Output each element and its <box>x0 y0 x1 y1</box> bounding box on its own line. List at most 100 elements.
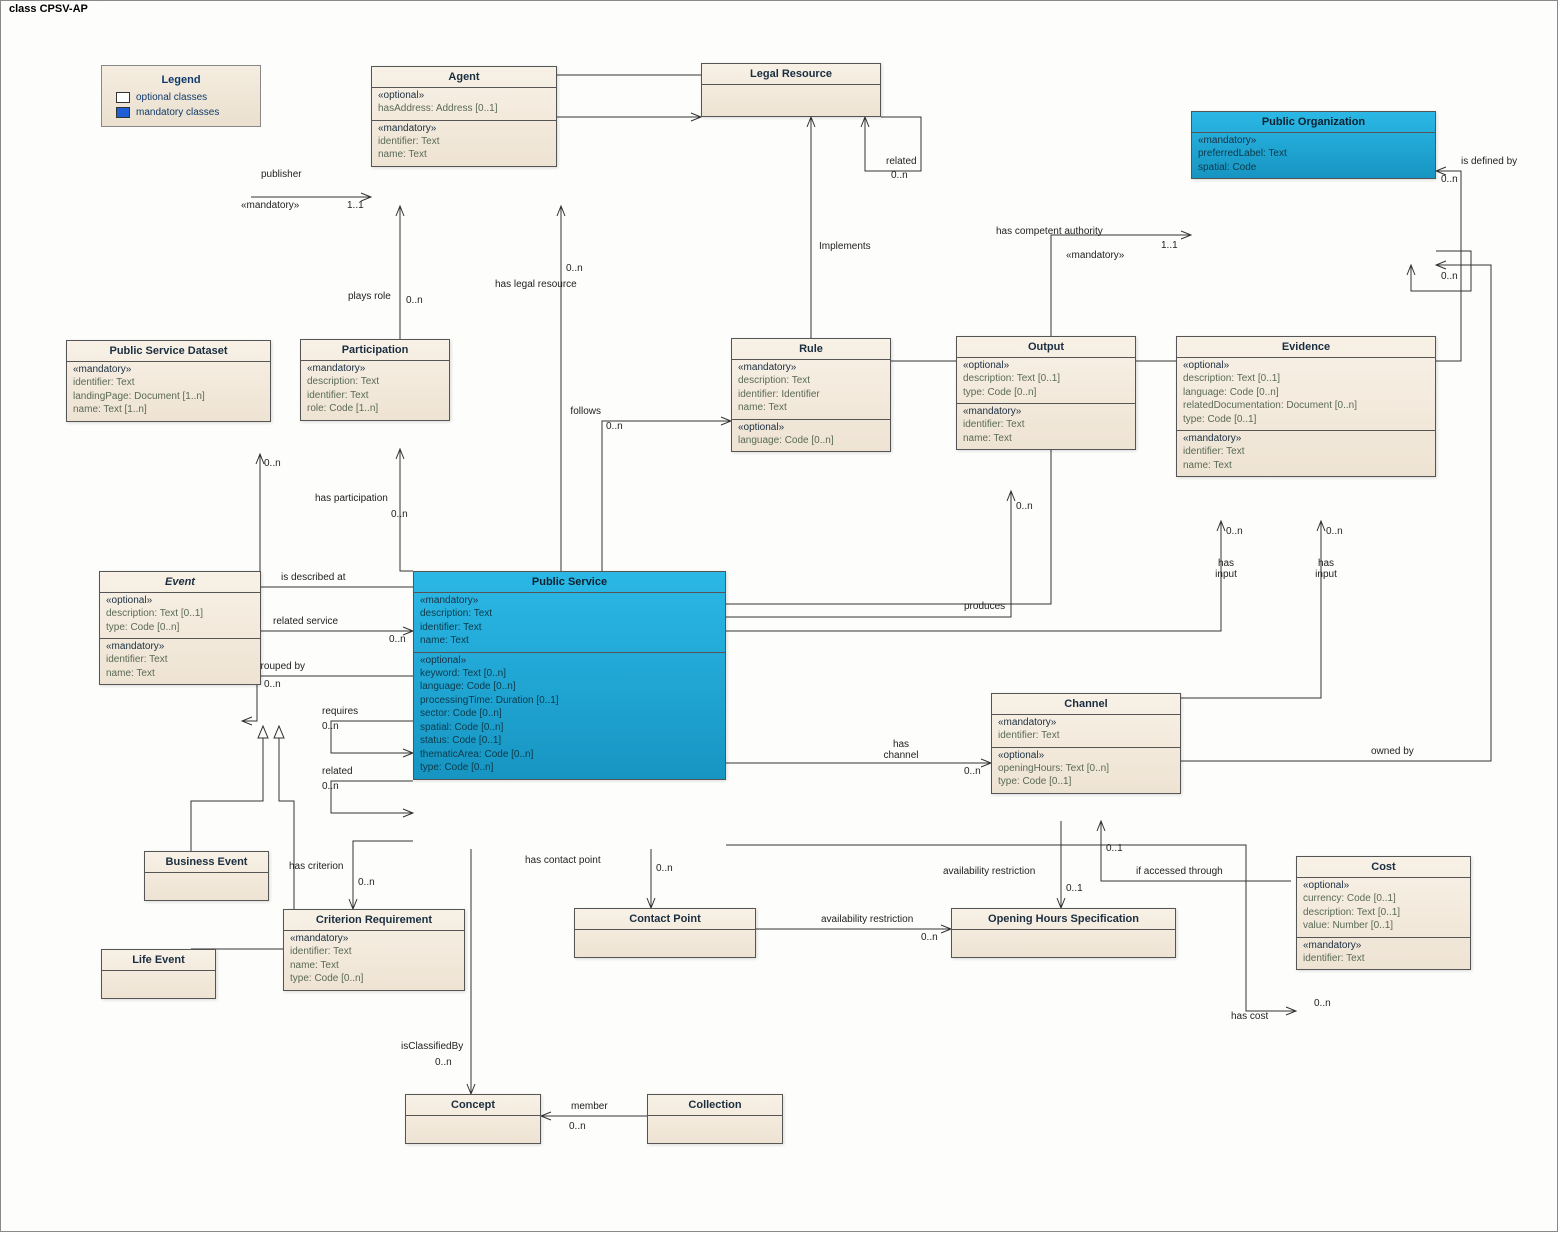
class-section: «mandatory» description: Text identifier… <box>732 360 890 420</box>
class-public-organization: Public Organization «mandatory» preferre… <box>1191 111 1436 179</box>
edge-label: has legal resource <box>495 279 577 290</box>
class-title: Participation <box>301 340 449 361</box>
edge-label: produces <box>964 601 1005 612</box>
edge-label: availability restriction <box>943 866 1035 877</box>
legend: Legend optional classes mandatory classe… <box>101 65 261 127</box>
class-evidence: Evidence «optional» description: Text [0… <box>1176 336 1436 477</box>
edge-card: 0..n <box>358 877 375 888</box>
class-collection: Collection <box>647 1094 783 1144</box>
edge-card: 0..n <box>1326 526 1343 537</box>
class-section: «mandatory» description: Text identifier… <box>301 361 449 420</box>
class-attr: identifier: Text <box>998 729 1174 743</box>
class-title: Opening Hours Specification <box>952 909 1175 930</box>
stereotype: «optional» <box>1183 360 1429 371</box>
class-attr: language: Code [0..n] <box>1183 386 1429 400</box>
edge-card: 0..n <box>406 295 423 306</box>
class-title: Rule <box>732 339 890 360</box>
stereotype: «mandatory» <box>106 641 254 652</box>
edge-label: is described at <box>281 572 345 583</box>
edge-card: 1..1 <box>347 200 364 211</box>
edge-card: 0..n <box>1226 526 1243 537</box>
edge-card: 0..n <box>656 863 673 874</box>
class-attr: description: Text <box>420 607 719 621</box>
class-section: «optional» currency: Code [0..1] descrip… <box>1297 878 1470 938</box>
class-attr: name: Text <box>420 634 719 648</box>
class-attr: language: Code [0..n] <box>738 434 884 448</box>
class-attr: name: Text <box>963 432 1129 446</box>
class-section: «mandatory» identifier: Text <box>992 715 1180 748</box>
edge-card: 0..n <box>322 721 339 732</box>
class-legal-resource: Legal Resource <box>701 63 881 117</box>
edge-card: 0..n <box>391 509 408 520</box>
class-attr: name: Text <box>1183 459 1429 473</box>
edge-label: has competent authority <box>996 226 1103 237</box>
class-title: Public Service Dataset <box>67 341 270 362</box>
edge-card: 1..1 <box>1161 240 1178 251</box>
class-attr: identifier: Text <box>73 376 264 390</box>
class-section: «mandatory» description: Text identifier… <box>414 593 725 653</box>
edge-card: 0..n <box>606 421 623 432</box>
legend-label: optional classes <box>136 92 207 103</box>
edge-card: 0..n <box>264 458 281 469</box>
edge-stereotype: «mandatory» <box>241 200 299 211</box>
edge-card: 0..n <box>891 170 908 181</box>
class-cost: Cost «optional» currency: Code [0..1] de… <box>1296 856 1471 970</box>
class-attr: description: Text [0..1] <box>963 372 1129 386</box>
class-opening-hours: Opening Hours Specification <box>951 908 1176 958</box>
class-attr: identifier: Text <box>290 945 458 959</box>
class-section: «mandatory» identifier: Text name: Text <box>1177 431 1435 476</box>
edge-label: hasinput <box>1306 558 1346 580</box>
diagram-frame: class CPSV-AP Legend optional classes ma… <box>0 0 1558 1232</box>
class-attr: preferredLabel: Text <box>1198 147 1429 161</box>
edge-label: has criterion <box>289 861 343 872</box>
class-life-event: Life Event <box>101 949 216 999</box>
class-attr: description: Text [0..1] <box>1183 372 1429 386</box>
stereotype: «optional» <box>106 595 254 606</box>
edge-card: 0..n <box>566 263 583 274</box>
class-attr: identifier: Identifier <box>738 388 884 402</box>
class-attr: description: Text [0..1] <box>106 607 254 621</box>
class-section: «optional» description: Text [0..1] lang… <box>1177 358 1435 431</box>
class-section: «mandatory» identifier: Text name: Text … <box>284 931 464 990</box>
class-attr: description: Text <box>307 375 443 389</box>
stereotype: «optional» <box>1303 880 1464 891</box>
edge-label: availability restriction <box>821 914 913 925</box>
class-attr: identifier: Text <box>106 653 254 667</box>
class-attr: type: Code [0..1] <box>1183 413 1429 427</box>
edge-card: 0..n <box>435 1057 452 1068</box>
class-title: Event <box>100 572 260 593</box>
class-attr: type: Code [0..1] <box>998 775 1174 789</box>
class-attr: openingHours: Text [0..n] <box>998 762 1174 776</box>
edge-label: has cost <box>1231 1011 1268 1022</box>
class-section: «optional» hasAddress: Address [0..1] <box>372 88 556 121</box>
stereotype: «optional» <box>998 750 1174 761</box>
class-attr: name: Text [1..n] <box>73 403 264 417</box>
class-channel: Channel «mandatory» identifier: Text «op… <box>991 693 1181 794</box>
edge-label: publisher <box>261 169 302 180</box>
class-attr: name: Text <box>106 667 254 681</box>
class-title: Business Event <box>145 852 268 873</box>
class-attr: identifier: Text <box>307 389 443 403</box>
edge-label: plays role <box>348 291 391 302</box>
class-title: Life Event <box>102 950 215 971</box>
class-attr: language: Code [0..n] <box>420 680 719 694</box>
class-attr: type: Code [0..n] <box>420 761 719 775</box>
legend-row: optional classes <box>116 92 246 103</box>
stereotype: «mandatory» <box>998 717 1174 728</box>
class-title: Channel <box>992 694 1180 715</box>
class-attr: identifier: Text <box>963 418 1129 432</box>
stereotype: «mandatory» <box>290 933 458 944</box>
class-attr: thematicArea: Code [0..n] <box>420 748 719 762</box>
class-attr: name: Text <box>290 959 458 973</box>
edge-card: 0..n <box>964 766 981 777</box>
edge-label: Implements <box>819 241 871 252</box>
class-title: Collection <box>648 1095 782 1116</box>
class-attr: type: Code [0..n] <box>106 621 254 635</box>
class-business-event: Business Event <box>144 851 269 901</box>
class-title: Contact Point <box>575 909 755 930</box>
class-attr: type: Code [0..n] <box>290 972 458 986</box>
legend-swatch-optional <box>116 92 130 103</box>
class-attr: relatedDocumentation: Document [0..n] <box>1183 399 1429 413</box>
edge-label: related <box>322 766 353 777</box>
edge-label: owned by <box>1371 746 1414 757</box>
